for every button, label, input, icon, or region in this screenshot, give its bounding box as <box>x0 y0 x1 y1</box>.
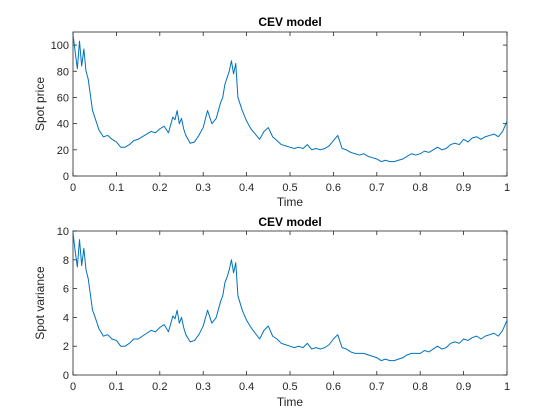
x-tick-label: 0.3 <box>196 182 211 194</box>
chart-spot-price: CEV model 0 0.1 0.2 0.3 0.4 0.5 0.6 0.7 0.8 0.9 1 … <box>33 15 510 209</box>
x-tick-label: 0.6 <box>326 182 341 194</box>
chart-title: CEV model <box>258 215 321 229</box>
y-tick-label: 2 <box>63 341 69 353</box>
y-tick-label: 80 <box>57 66 69 78</box>
x-tick-label: 0.1 <box>109 381 124 393</box>
chart-title: CEV model <box>258 15 321 29</box>
axes-box <box>72 230 508 376</box>
x-ticks: 0 0.1 0.2 0.3 0.4 0.5 0.6 0.7 0.8 0.9 1 <box>70 231 510 393</box>
x-tick-label: 0.9 <box>456 182 471 194</box>
x-tick-label: 0.3 <box>196 381 211 393</box>
x-tick-label: 0.2 <box>152 182 167 194</box>
y-tick-label: 60 <box>57 92 69 104</box>
x-tick-label: 0.4 <box>239 182 254 194</box>
y-tick-label: 40 <box>57 119 69 131</box>
y-tick-label: 10 <box>57 226 69 238</box>
x-tick-label: 0.7 <box>369 381 384 393</box>
y-ticks: 0 20 40 60 80 100 <box>51 40 507 183</box>
x-tick-label: 0.6 <box>326 381 341 393</box>
y-tick-label: 8 <box>63 255 69 267</box>
x-tick-label: 0.8 <box>413 182 428 194</box>
x-tick-label: 0.8 <box>413 381 428 393</box>
x-tick-label: 0.5 <box>282 381 297 393</box>
series-line <box>72 232 508 362</box>
x-tick-label: 0 <box>70 182 76 194</box>
x-axis-label: Time <box>277 195 304 209</box>
chart-spot-variance: CEV model 0 0.1 0.2 0.3 0.4 0.5 0.6 0.7 0.8 0.9 1 … <box>33 215 510 409</box>
x-tick-label: 1 <box>504 381 510 393</box>
x-tick-label: 0.5 <box>282 182 297 194</box>
x-tick-label: 1 <box>504 182 510 194</box>
x-tick-label: 0 <box>70 381 76 393</box>
x-tick-label: 0.2 <box>152 381 167 393</box>
series-line <box>72 34 508 163</box>
x-tick-label: 0.7 <box>369 182 384 194</box>
y-tick-label: 6 <box>63 284 69 296</box>
x-tick-label: 0.1 <box>109 182 124 194</box>
y-tick-label: 4 <box>63 312 69 324</box>
axes-box <box>72 31 508 177</box>
y-tick-label: 0 <box>63 171 69 183</box>
y-ticks: 0 2 4 6 8 10 <box>57 226 507 382</box>
x-ticks: 0 0.1 0.2 0.3 0.4 0.5 0.6 0.7 0.8 0.9 1 <box>70 32 510 194</box>
x-axis-label: Time <box>277 395 304 409</box>
y-axis-label: Spot price <box>33 77 47 131</box>
y-tick-label: 0 <box>63 370 69 382</box>
y-tick-label: 20 <box>57 145 69 157</box>
y-axis-label: Spot variance <box>33 266 47 340</box>
y-tick-label: 100 <box>51 40 69 52</box>
x-tick-label: 0.4 <box>239 381 254 393</box>
x-tick-label: 0.9 <box>456 381 471 393</box>
